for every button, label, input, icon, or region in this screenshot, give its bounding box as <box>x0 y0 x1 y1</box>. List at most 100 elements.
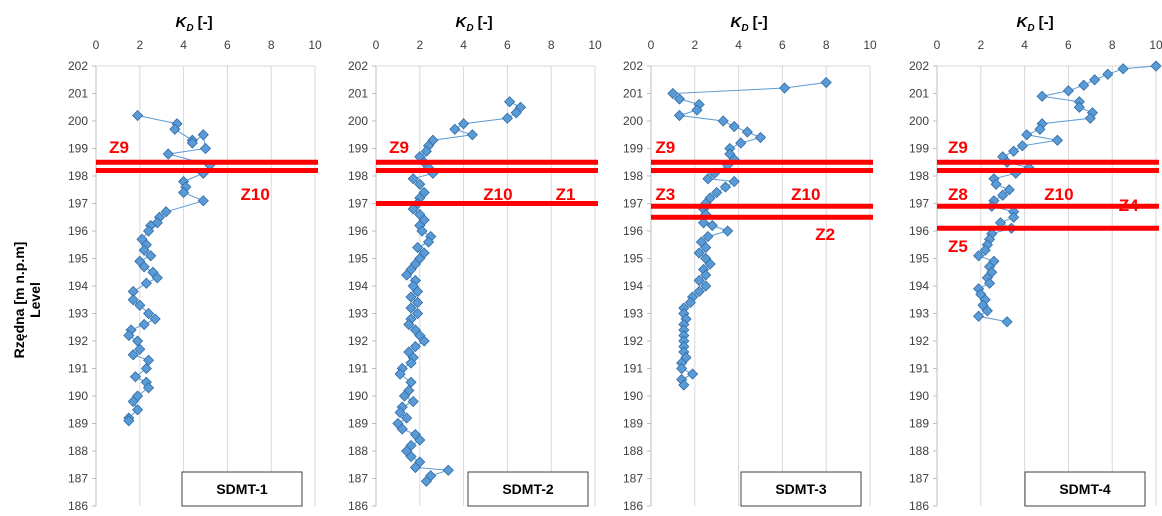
x-tick-label: 10 <box>863 38 877 52</box>
data-point <box>1021 129 1033 141</box>
data-point <box>127 294 139 306</box>
data-point <box>983 277 996 289</box>
y-tick-label: 189 <box>909 417 929 431</box>
data-point <box>405 376 417 388</box>
panel-title-box <box>740 471 862 507</box>
data-point <box>405 291 417 303</box>
data-point <box>466 129 478 141</box>
data-point <box>504 96 516 108</box>
data-point <box>127 349 139 361</box>
data-point <box>1051 134 1064 146</box>
data-point <box>132 109 144 122</box>
data-point <box>398 390 411 402</box>
y-tick-label: 193 <box>68 307 88 321</box>
data-point <box>510 107 522 119</box>
data-point <box>1084 112 1096 124</box>
data-point <box>149 313 161 325</box>
data-point <box>458 118 470 130</box>
y-tick-label: 199 <box>909 142 929 156</box>
x-tick-label: 6 <box>1065 38 1072 52</box>
data-point <box>132 404 144 416</box>
data-point <box>403 318 415 331</box>
data-point <box>754 131 767 144</box>
data-point <box>1089 74 1101 86</box>
data-point <box>186 137 198 149</box>
data-point <box>420 475 432 487</box>
y-tick-label: 194 <box>348 279 368 293</box>
zone-label: Z5 <box>948 237 968 256</box>
chart-panel-sdmt-3: 0 2 4 6 8 10 186 187 188 189 190 191 192 193 194 195 196… <box>623 14 877 513</box>
y-tick-label: 188 <box>623 444 643 458</box>
x-tick-label: 8 <box>548 38 555 52</box>
data-point <box>140 362 152 375</box>
y-tick-label: 186 <box>623 499 643 513</box>
data-point <box>1150 60 1162 72</box>
y-tick-label: 196 <box>909 224 929 238</box>
data-point <box>735 137 747 149</box>
zone-label: Z9 <box>109 138 129 157</box>
x-axis-title-main: K <box>176 14 188 31</box>
x-tick-label: 6 <box>224 38 231 52</box>
y-tick-label: 195 <box>909 252 929 266</box>
y-tick-label: 191 <box>68 362 88 376</box>
y-tick-label: 187 <box>623 472 643 486</box>
data-point <box>418 335 430 347</box>
data-point <box>1102 68 1114 80</box>
data-point <box>142 225 155 237</box>
data-point <box>741 126 753 138</box>
data-point <box>979 244 991 256</box>
y-axis-label-line1: Rzędna [m n.p.m] <box>11 242 27 359</box>
data-point <box>1016 140 1028 152</box>
y-tick-label: 198 <box>623 169 643 183</box>
data-point <box>412 307 424 320</box>
y-tick-label: 186 <box>68 499 88 513</box>
data-point <box>127 395 139 408</box>
y-tick-label: 189 <box>68 417 88 431</box>
data-point <box>697 217 710 229</box>
x-axis-title-unit: [-] <box>478 14 493 31</box>
x-axis-title: KD [-] <box>1017 14 1054 34</box>
data-point <box>684 296 696 309</box>
zone-label: Z9 <box>948 138 968 157</box>
data-point <box>422 236 435 248</box>
zone-label: Z9 <box>389 138 409 157</box>
y-tick-label: 187 <box>348 472 368 486</box>
y-tick-label: 188 <box>909 444 929 458</box>
data-point <box>138 318 150 331</box>
data-point <box>1001 316 1013 328</box>
y-tick-label: 194 <box>623 279 643 293</box>
x-tick-label: 2 <box>977 38 984 52</box>
zone-label: Z10 <box>1044 185 1073 204</box>
data-point <box>981 305 993 317</box>
data-point <box>412 296 424 309</box>
data-point <box>702 230 714 243</box>
zone-label: Z10 <box>483 185 512 204</box>
panel-title-box <box>467 471 589 507</box>
data-point <box>169 123 181 135</box>
y-tick-label: 198 <box>909 169 929 183</box>
y-tick-label: 193 <box>909 307 929 321</box>
panel-title: SDMT-4 <box>1059 481 1111 497</box>
y-tick-label: 191 <box>623 362 643 376</box>
data-point <box>700 269 712 281</box>
x-axis-title: KD [-] <box>731 14 768 34</box>
y-tick-label: 200 <box>623 114 643 128</box>
y-tick-label: 190 <box>348 389 368 403</box>
data-point <box>162 148 174 160</box>
data-point <box>1036 90 1048 102</box>
chart-panel-sdmt-4: 0 2 4 6 8 10 186 187 188 189 190 191 192 193 194 195 196… <box>909 14 1162 513</box>
data-point <box>407 203 419 215</box>
x-tick-label: 10 <box>588 38 602 52</box>
x-tick-label: 0 <box>373 38 380 52</box>
y-tick-label: 200 <box>348 114 368 128</box>
data-point <box>145 250 157 262</box>
y-axis-label-line2: Level <box>27 282 42 318</box>
y-tick-label: 198 <box>68 169 88 183</box>
data-point <box>717 115 729 127</box>
data-point <box>990 178 1002 190</box>
y-tick-label: 187 <box>68 472 88 486</box>
x-tick-label: 4 <box>460 38 467 52</box>
y-tick-label: 186 <box>909 499 929 513</box>
y-tick-label: 194 <box>68 279 88 293</box>
data-point <box>700 280 712 292</box>
